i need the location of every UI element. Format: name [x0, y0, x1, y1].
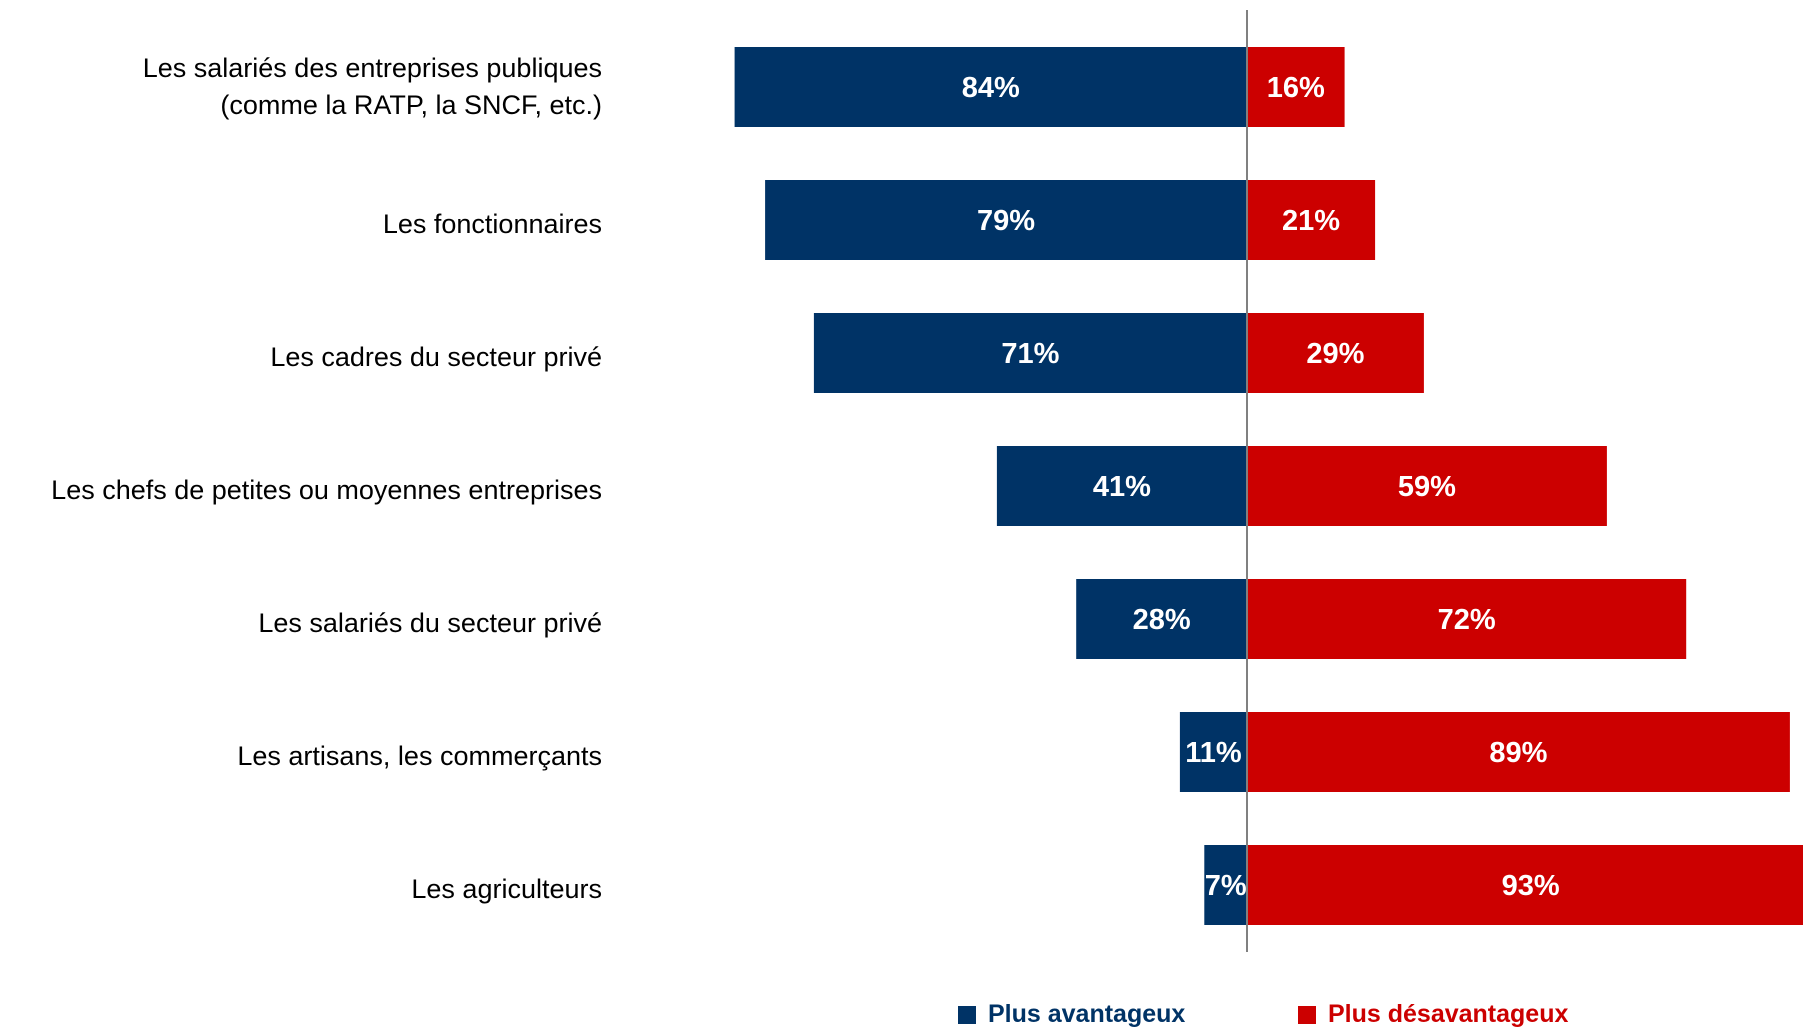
legend-item-plus-avantageux: Plus avantageux: [958, 1000, 1185, 1029]
data-label-avantageux: 11%: [1185, 737, 1242, 769]
bar-plus-avantageux: [1179, 712, 1247, 792]
bar-plus-desavantageux: [1247, 712, 1790, 792]
bar-plus-desavantageux: [1247, 313, 1424, 393]
legend-label: Plus désavantageux: [1328, 1000, 1569, 1028]
category-label: Les fonctionnaires: [382, 208, 602, 239]
bar-plus-desavantageux: [1247, 845, 1803, 925]
data-label-avantageux: 71%: [1001, 338, 1059, 370]
category-label: Les salariés des entreprises publiques (…: [142, 53, 602, 120]
bar-plus-avantageux: [765, 180, 1247, 260]
data-label-avantageux: 28%: [1133, 604, 1191, 636]
data-label-desavantageux: 16%: [1267, 72, 1325, 104]
data-label-avantageux: 84%: [962, 72, 1020, 104]
category-label: Les salariés du secteur privé: [258, 607, 602, 638]
legend-label: Plus avantageux: [988, 1000, 1186, 1028]
data-label-avantageux: 79%: [977, 205, 1035, 237]
legend-item-plus-desavantageux: Plus désavantageux: [1298, 1000, 1568, 1029]
bar-plus-avantageux: [734, 47, 1247, 127]
bar-plus-avantageux: [1204, 845, 1247, 925]
bar-plus-desavantageux: [1247, 180, 1376, 260]
data-label-desavantageux: 93%: [1502, 870, 1560, 902]
bar-plus-desavantageux: [1247, 446, 1607, 526]
category-label: Les cadres du secteur privé: [270, 341, 602, 372]
data-label-desavantageux: 21%: [1282, 205, 1340, 237]
legend-swatch-blue-icon: [958, 1005, 976, 1024]
data-label-desavantageux: 29%: [1306, 338, 1364, 370]
category-label: Les artisans, les commerçants: [237, 740, 602, 771]
bar-plus-avantageux: [1076, 579, 1247, 659]
category-label: Les chefs de petites ou moyennes entrepr…: [51, 474, 602, 505]
bar-plus-desavantageux: [1247, 47, 1345, 127]
data-label-desavantageux: 72%: [1438, 604, 1496, 636]
bar-plus-desavantageux: [1247, 579, 1687, 659]
data-label-desavantageux: 59%: [1398, 471, 1456, 503]
bar-plus-avantageux: [996, 446, 1247, 526]
data-label-desavantageux: 89%: [1489, 737, 1547, 769]
legend-swatch-red-icon: [1298, 1005, 1316, 1024]
category-label: Les agriculteurs: [411, 873, 602, 904]
data-label-avantageux: 7%: [1205, 870, 1247, 902]
bar-plus-avantageux: [813, 313, 1247, 393]
data-label-avantageux: 41%: [1093, 471, 1151, 503]
